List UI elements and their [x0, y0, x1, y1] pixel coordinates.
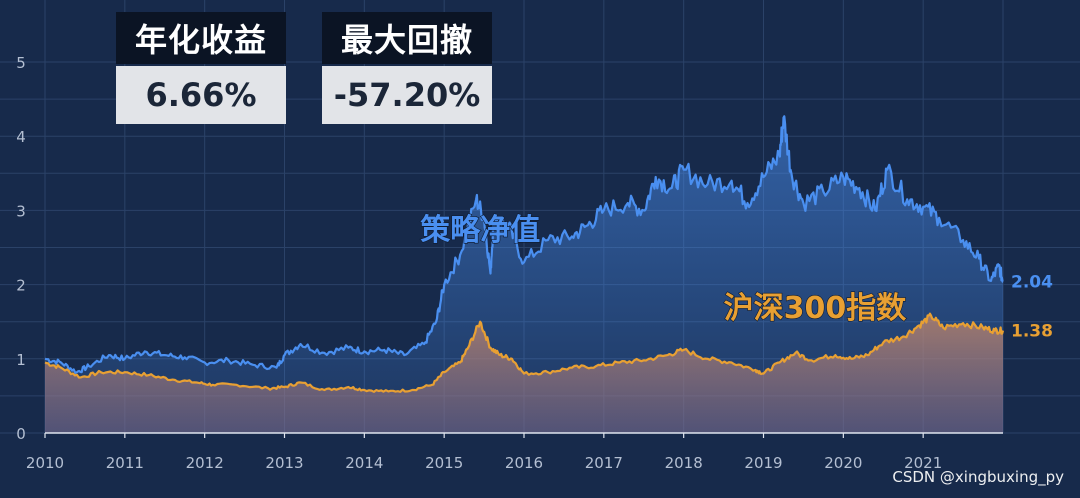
- series-line-strategy: [44, 115, 1004, 374]
- x-tick-label: 2012: [186, 454, 224, 472]
- y-tick-label: 3: [16, 202, 26, 220]
- y-tick-label: 5: [16, 54, 26, 72]
- max-drawdown-label: 最大回撤: [322, 12, 492, 64]
- y-tick-label: 1: [16, 351, 26, 369]
- x-tick-label: 2014: [345, 454, 383, 472]
- x-tick-label: 2021: [904, 454, 942, 472]
- x-tick-label: 2011: [106, 454, 144, 472]
- x-tick-label: 2013: [265, 454, 303, 472]
- end-label-strategy: 2.04: [1011, 273, 1053, 293]
- y-tick-label: 0: [16, 425, 26, 443]
- end-label-index: 1.38: [1011, 322, 1053, 342]
- x-tick-label: 2020: [824, 454, 862, 472]
- x-tick-label: 2010: [26, 454, 64, 472]
- annotation-strategy: 策略净值: [420, 213, 540, 248]
- series-line-index: [44, 312, 1005, 393]
- x-tick-label: 2018: [665, 454, 703, 472]
- annotation-index: 沪深300指数: [724, 291, 908, 326]
- y-tick-label: 4: [16, 128, 26, 146]
- watermark: CSDN @xingbuxing_py: [892, 468, 1064, 486]
- series-area-index: [45, 313, 1003, 433]
- y-tick-label: 2: [16, 277, 26, 295]
- annual-return-label: 年化收益: [116, 12, 286, 64]
- x-tick-label: 2016: [505, 454, 543, 472]
- x-tick-label: 2019: [744, 454, 782, 472]
- series-area-strategy: [45, 116, 1003, 434]
- max-drawdown-value: -57.20%: [322, 66, 492, 124]
- annual-return-value: 6.66%: [116, 66, 286, 124]
- x-tick-label: 2015: [425, 454, 463, 472]
- x-tick-label: 2017: [585, 454, 623, 472]
